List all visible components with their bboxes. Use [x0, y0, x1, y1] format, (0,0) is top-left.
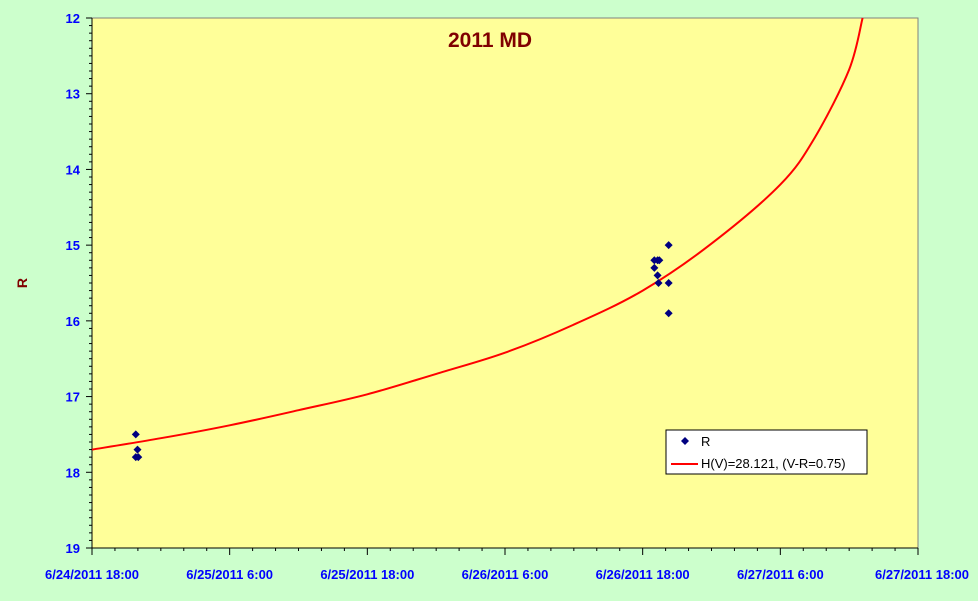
- data-point-r: [131, 430, 140, 439]
- data-point-r: [653, 271, 662, 280]
- major-ticks: [86, 17, 919, 555]
- legend-box: [665, 429, 868, 475]
- x-tick-label: 6/25/2011 6:00: [186, 567, 273, 582]
- y-tick-label: 15: [66, 238, 80, 253]
- data-point-r: [664, 279, 673, 287]
- x-tick-label: 6/24/2011 18:00: [45, 567, 139, 582]
- y-axis-label: R: [14, 278, 30, 288]
- x-tick-label: 6/27/2011 6:00: [737, 567, 824, 582]
- chart-title: 2011 MD: [448, 29, 532, 52]
- y-tick-label: 18: [66, 465, 80, 480]
- data-point-r: [655, 256, 664, 265]
- y-tick-label: 13: [66, 87, 80, 102]
- x-tick-label: 6/25/2011 18:00: [320, 567, 414, 582]
- data-point-r: [654, 279, 663, 287]
- x-tick-label: 6/27/2011 18:00: [875, 567, 969, 582]
- y-tick-label: 16: [66, 314, 80, 329]
- legend-label-r: R: [701, 434, 710, 449]
- legend-diamond-marker: [681, 437, 689, 445]
- data-point-r: [664, 309, 673, 318]
- y-tick-label: 12: [66, 11, 80, 26]
- y-tick-label: 14: [66, 162, 81, 177]
- y-tick-label: 17: [66, 390, 80, 405]
- legend-label-curve: H(V)=28.121, (V-R=0.75): [701, 456, 846, 471]
- data-point-r: [650, 263, 659, 272]
- model-curve-line: [91, 17, 864, 451]
- y-tick-labels: 12 13 14 15 16 17 18 19: [66, 11, 81, 556]
- data-point-r: [664, 241, 673, 250]
- x-tick-label: 6/26/2011 18:00: [596, 567, 690, 582]
- legend: R H(V)=28.121, (V-R=0.75): [665, 429, 868, 475]
- curve-layer: [91, 17, 864, 451]
- y-tick-label: 19: [66, 541, 80, 556]
- x-tick-label: 6/26/2011 6:00: [462, 567, 549, 582]
- data-point-r: [134, 453, 143, 462]
- points-layer: [131, 241, 673, 462]
- x-tick-labels: 6/24/2011 18:00 6/25/2011 6:00 6/25/2011 1…: [45, 567, 969, 582]
- data-point-r: [133, 445, 142, 454]
